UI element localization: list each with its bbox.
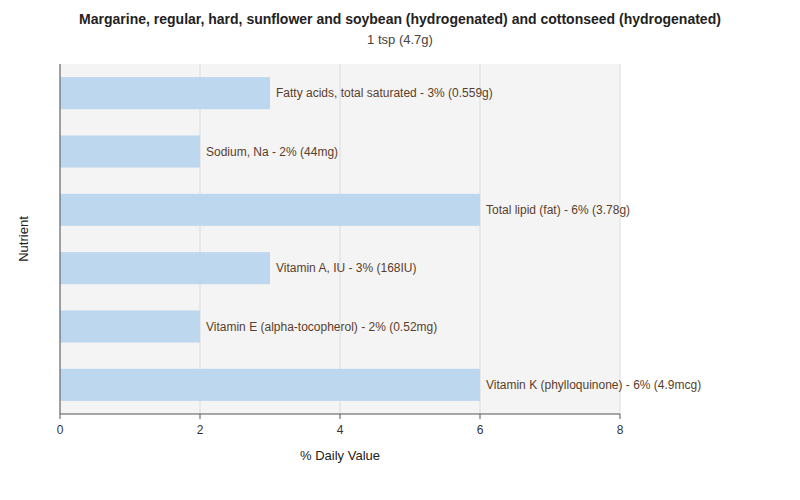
tick-mark — [480, 414, 481, 419]
grid-line — [480, 64, 481, 414]
tick-label: 6 — [477, 423, 484, 437]
tick-mark — [340, 414, 341, 419]
y-axis-label: Nutrient — [16, 216, 31, 262]
plot-area — [60, 64, 620, 414]
subtitle: 1 tsp (4.7g) — [367, 32, 433, 47]
grid-line — [60, 64, 61, 414]
grid — [60, 64, 620, 414]
bar-label: Vitamin K (phylloquinone) - 6% (4.9mcg) — [486, 378, 701, 392]
grid-line — [620, 64, 621, 414]
bar — [60, 369, 480, 401]
bar-label: Vitamin E (alpha-tocopherol) - 2% (0.52m… — [206, 320, 437, 334]
bar — [60, 310, 200, 342]
bar — [60, 77, 270, 109]
bar-label: Sodium, Na - 2% (44mg) — [206, 145, 338, 159]
bar — [60, 194, 480, 226]
tick-label: 4 — [337, 423, 344, 437]
grid-line — [200, 64, 201, 414]
bar-label: Total lipid (fat) - 6% (3.78g) — [486, 203, 630, 217]
chart: Margarine, regular, hard, sunflower and … — [0, 0, 800, 500]
tick-label: 2 — [197, 423, 204, 437]
bar — [60, 135, 200, 167]
x-axis-label: % Daily Value — [300, 448, 380, 463]
bar-label: Vitamin A, IU - 3% (168IU) — [276, 261, 417, 275]
tick-label: 8 — [617, 423, 624, 437]
tick-mark — [200, 414, 201, 419]
tick-label: 0 — [57, 423, 64, 437]
title: Margarine, regular, hard, sunflower and … — [79, 11, 721, 27]
bar — [60, 252, 270, 284]
tick-mark — [60, 414, 61, 419]
tick-mark — [620, 414, 621, 419]
background — [0, 0, 800, 500]
grid-line — [340, 64, 341, 414]
bars — [60, 77, 480, 401]
bar-labels: Fatty acids, total saturated - 3% (0.559… — [206, 86, 701, 392]
y-axis-line — [60, 64, 61, 414]
x-axis-line — [60, 414, 620, 415]
bar-label: Fatty acids, total saturated - 3% (0.559… — [276, 86, 493, 100]
